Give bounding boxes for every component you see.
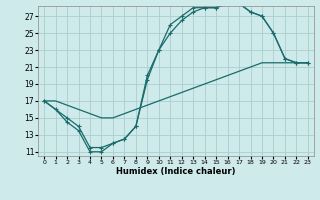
X-axis label: Humidex (Indice chaleur): Humidex (Indice chaleur) [116, 167, 236, 176]
